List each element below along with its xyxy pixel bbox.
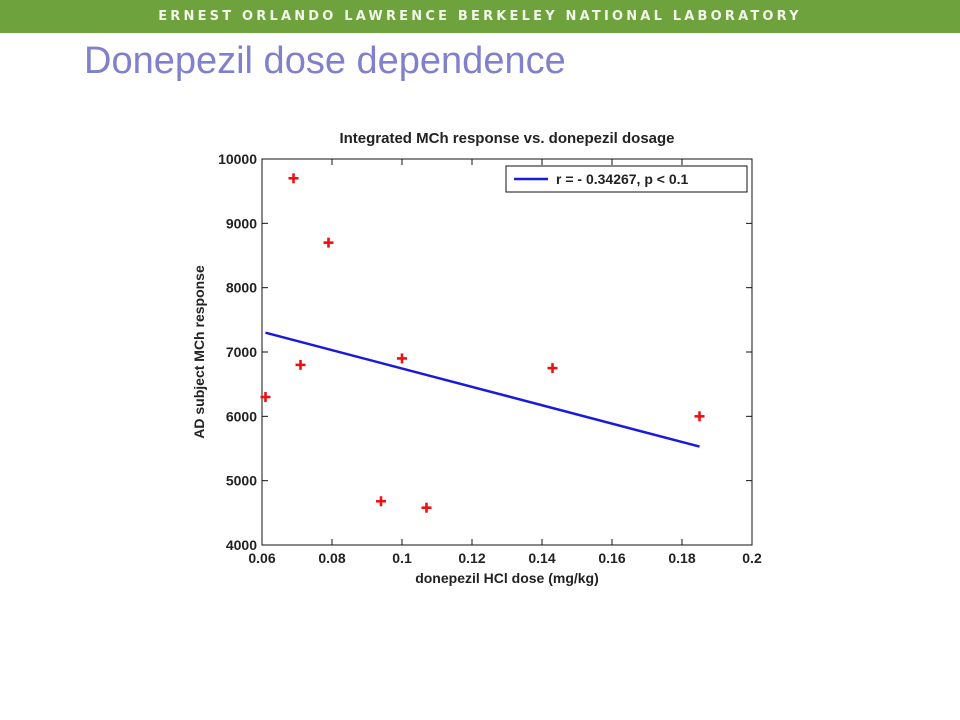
x-tick-label: 0.12 [458,550,485,566]
chart-title: Integrated MCh response vs. donepezil do… [339,130,674,147]
x-tick-label: 0.08 [318,550,345,566]
y-tick-label: 9000 [226,215,257,231]
axes: 0.06 0.08 0.1 0.12 0.14 0.16 0.18 0.2 4000 5000 60… [218,151,762,566]
scatter-chart: Integrated MCh response vs. donepezil do… [180,115,780,595]
data-point [260,392,271,403]
x-tick-label: 0.06 [248,550,275,566]
x-tick-label: 0.18 [668,550,695,566]
chart-svg: Integrated MCh response vs. donepezil do… [191,130,762,586]
y-tick-label: 5000 [226,473,257,489]
x-tick-label: 0.16 [598,550,625,566]
banner-text: Ernest Orlando Lawrence Berkeley Nationa… [158,9,802,24]
fit-line-layer [265,331,700,448]
x-tick-label: 0.1 [392,550,412,566]
page-title: Donepezil dose dependence [84,40,566,82]
data-point [547,363,558,374]
legend-label: r = - 0.34267, p < 0.1 [556,171,689,187]
y-axis-label: AD subject MCh response [191,265,207,439]
data-point [376,496,386,507]
points-layer [260,173,705,513]
y-tick-label: 8000 [226,280,257,296]
legend: r = - 0.34267, p < 0.1 [505,165,748,193]
y-tick-label: 4000 [226,537,257,553]
y-tick-label: 10000 [218,151,257,167]
y-tick-label: 6000 [226,408,257,424]
x-tick-label: 0.14 [528,550,555,566]
data-point [694,411,705,422]
fit-line [265,331,700,448]
data-point [323,237,334,248]
data-point [288,173,299,184]
data-point [397,353,407,364]
lab-banner: Ernest Orlando Lawrence Berkeley Nationa… [0,0,960,33]
data-point [295,359,306,370]
x-tick-label: 0.2 [742,550,762,566]
y-tick-label: 7000 [226,344,257,360]
x-axis-label: donepezil HCl dose (mg/kg) [415,570,599,586]
data-point [421,502,432,513]
